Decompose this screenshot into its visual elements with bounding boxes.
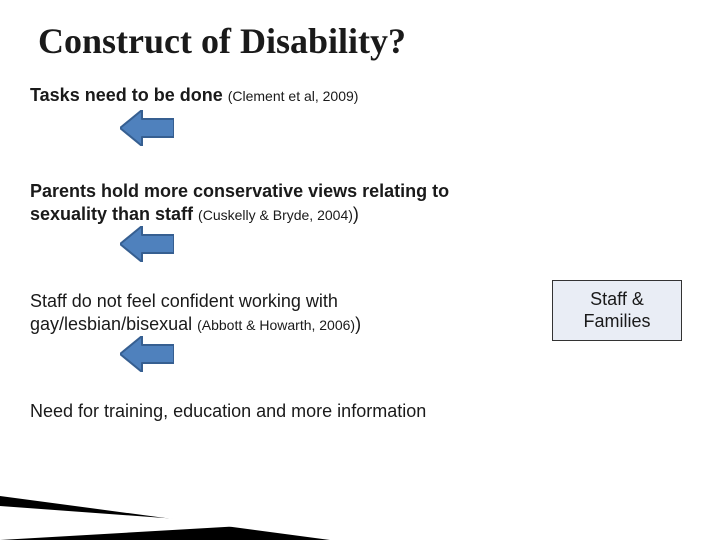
point-1-text: Tasks need to be done — [30, 85, 228, 105]
deco-white — [0, 506, 260, 540]
arrow-icon — [120, 110, 174, 146]
point-4-text: Need for training, education and more in… — [30, 401, 426, 421]
point-3-cite: (Abbott & Howarth, 2006) — [197, 317, 355, 333]
slide-title: Construct of Disability? — [38, 20, 406, 62]
slide: Construct of Disability? Tasks need to b… — [0, 0, 720, 540]
point-1: Tasks need to be done (Clement et al, 20… — [30, 84, 460, 107]
point-2: Parents hold more conservative views rel… — [30, 180, 460, 226]
point-1-cite: (Clement et al, 2009) — [228, 88, 359, 104]
decoration — [0, 0, 720, 540]
point-4: Need for training, education and more in… — [30, 400, 460, 423]
side-box-line1: Staff & — [590, 289, 644, 309]
point-3: Staff do not feel confident working with… — [30, 290, 460, 336]
deco-black — [0, 496, 330, 540]
arrow-icon — [120, 226, 174, 262]
side-box-line2: Families — [583, 311, 650, 331]
arrow-icon — [120, 336, 174, 372]
side-box: Staff & Families — [552, 280, 682, 341]
point-2-cite: (Cuskelly & Bryde, 2004) — [198, 207, 353, 223]
